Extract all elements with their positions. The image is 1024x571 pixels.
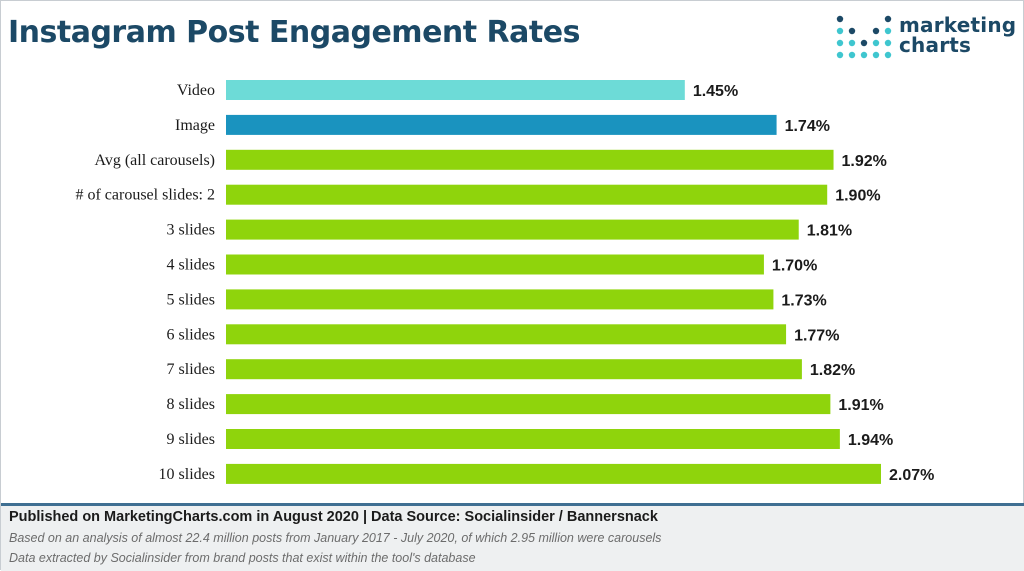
- value-label: 1.73%: [781, 292, 826, 309]
- chart-title: Instagram Post Engagement Rates: [8, 15, 580, 50]
- category-label: 4 slides: [167, 257, 215, 274]
- value-label: 1.45%: [693, 83, 738, 100]
- logo-dot: [860, 51, 868, 59]
- logo-dot: [884, 27, 892, 35]
- bar: [226, 254, 764, 275]
- category-label: 8 slides: [167, 396, 215, 413]
- logo-dot: [836, 27, 844, 35]
- category-label: 3 slides: [167, 222, 215, 239]
- category-label: 5 slides: [167, 291, 215, 308]
- marketingcharts-logo: marketing charts: [835, 11, 1024, 63]
- value-label: 1.91%: [838, 397, 883, 414]
- value-label: 2.07%: [889, 467, 934, 484]
- value-label: 1.82%: [810, 362, 855, 379]
- logo-dot: [872, 39, 880, 47]
- value-label: 1.74%: [785, 118, 830, 135]
- logo-dot-grid: [836, 15, 892, 59]
- logo-dot: [836, 51, 844, 59]
- logo-dot: [872, 27, 880, 35]
- category-label: 10 slides: [159, 466, 215, 483]
- bar: [226, 184, 828, 205]
- logo-dot: [884, 51, 892, 59]
- value-label: 1.70%: [772, 258, 817, 275]
- category-label: Video: [177, 82, 215, 99]
- published-source-line: Published on MarketingCharts.com in Augu…: [9, 509, 658, 525]
- value-label: 1.77%: [794, 327, 839, 344]
- category-label: 6 slides: [167, 326, 215, 343]
- bar: [226, 289, 774, 310]
- logo-wordmark: marketing charts: [899, 15, 1016, 55]
- category-label: Avg (all carousels): [94, 152, 215, 169]
- logo-line-2: charts: [899, 33, 972, 57]
- logo-dot: [884, 39, 892, 47]
- methodology-note: Based on an analysis of almost 22.4 mill…: [9, 531, 662, 545]
- bar: [226, 394, 831, 415]
- bar: [226, 149, 834, 170]
- category-label: Image: [175, 117, 215, 134]
- logo-dot: [848, 27, 856, 35]
- value-label: 1.92%: [842, 153, 887, 170]
- logo-dot: [860, 39, 868, 47]
- logo-dot: [872, 51, 880, 59]
- chart-footer: Published on MarketingCharts.com in Augu…: [1, 503, 1024, 571]
- bar: [226, 324, 787, 345]
- category-label: # of carousel slides: 2: [75, 187, 215, 204]
- bar: [226, 463, 881, 484]
- value-label: 1.81%: [807, 223, 852, 240]
- category-label: 7 slides: [167, 361, 215, 378]
- value-label: 1.90%: [835, 188, 880, 205]
- logo-dot: [848, 39, 856, 47]
- logo-dot: [836, 15, 844, 23]
- logo-dots-icon: [836, 15, 892, 59]
- data-extraction-note: Data extracted by Socialinsider from bra…: [9, 551, 476, 565]
- bar: [226, 219, 799, 240]
- bar: [226, 359, 802, 380]
- bar: [226, 114, 777, 135]
- logo-dot: [836, 39, 844, 47]
- bar-chart: Video 1.45% Image 1.74% Avg (all carousels) 1…: [75, 80, 934, 484]
- logo-dot: [884, 15, 892, 23]
- logo-line-1: marketing: [899, 13, 1017, 37]
- bar: [226, 429, 840, 449]
- logo-dot: [848, 51, 856, 59]
- value-label: 1.94%: [848, 432, 893, 449]
- bar: [226, 80, 685, 100]
- category-label: 9 slides: [167, 431, 215, 448]
